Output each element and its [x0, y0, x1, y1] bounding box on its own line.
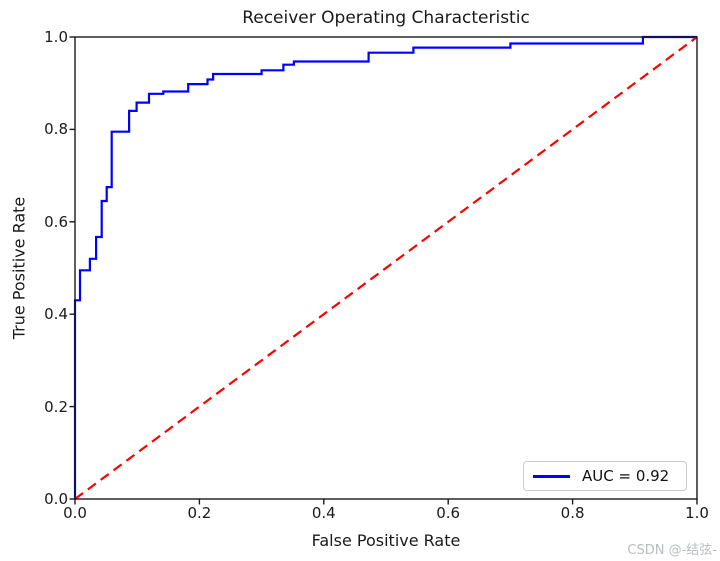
- watermark-text: CSDN @-结弦-: [627, 543, 717, 558]
- x-tick-label: 0.8: [560, 504, 585, 522]
- y-tick-label: 0.4: [44, 305, 68, 324]
- legend-label: AUC = 0.92: [582, 467, 670, 485]
- roc-curve-line: [73, 35, 697, 499]
- y-tick-label: 0.8: [44, 120, 68, 139]
- axes-frame: [74, 36, 698, 500]
- x-tick-label: 0.6: [436, 504, 461, 522]
- legend: AUC = 0.92: [523, 461, 687, 491]
- chance-diagonal-line: [74, 36, 698, 500]
- y-tick-label: 0.2: [44, 397, 68, 416]
- x-axis-label: False Positive Rate: [311, 531, 461, 550]
- chart-title: Receiver Operating Characteristic: [242, 8, 530, 28]
- y-tick-label: 0.0: [44, 490, 68, 508]
- y-tick-label: 0.6: [44, 212, 68, 231]
- y-tick-label: 1.0: [44, 28, 68, 46]
- legend-line-sample-icon: [533, 474, 570, 478]
- x-tick-label: 0.0: [63, 504, 87, 522]
- x-tick-label: 1.0: [685, 504, 709, 522]
- x-tick-label: 0.4: [311, 504, 336, 522]
- x-tick-label: 0.2: [187, 504, 212, 522]
